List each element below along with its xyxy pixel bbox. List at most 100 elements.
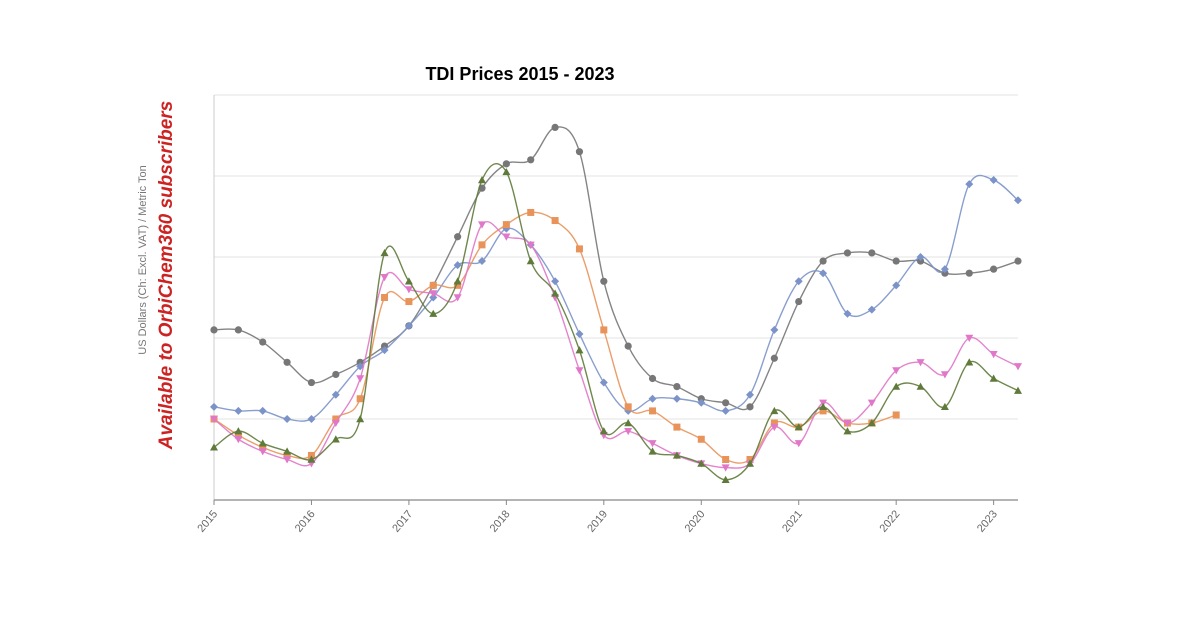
data-point — [794, 440, 803, 448]
data-point — [697, 395, 705, 403]
data-point — [867, 419, 876, 427]
data-point — [1014, 196, 1022, 205]
data-point — [356, 415, 365, 423]
data-point — [940, 371, 949, 379]
data-point — [867, 399, 876, 407]
data-point — [575, 346, 584, 354]
data-point — [819, 402, 828, 411]
data-point — [575, 329, 584, 338]
data-point — [258, 406, 267, 415]
data-point — [234, 436, 243, 444]
data-point — [502, 221, 510, 229]
data-point — [648, 447, 657, 455]
x-tick-label: 2016 — [293, 508, 318, 534]
data-point — [794, 277, 803, 286]
series-line — [213, 126, 1019, 411]
data-point — [794, 423, 803, 431]
data-point — [331, 435, 340, 443]
data-point — [673, 423, 681, 431]
data-point — [331, 419, 340, 428]
data-point — [404, 277, 413, 285]
data-point — [551, 289, 560, 297]
data-point — [478, 241, 486, 249]
data-point — [916, 257, 925, 265]
data-point — [892, 382, 901, 390]
x-tick-label: 2023 — [975, 508, 1000, 534]
series-line — [213, 163, 1019, 481]
data-point — [722, 399, 730, 407]
data-point — [672, 451, 681, 459]
data-point — [210, 415, 218, 423]
data-point — [283, 456, 292, 464]
chart-title: TDI Prices 2015 - 2023 — [425, 64, 614, 84]
data-point — [551, 123, 559, 131]
data-point — [575, 148, 584, 156]
data-point — [843, 427, 852, 435]
data-point — [283, 358, 291, 366]
data-point — [648, 374, 657, 383]
series-line — [213, 221, 1019, 469]
data-point — [892, 411, 900, 419]
data-point — [624, 427, 633, 436]
data-point — [990, 265, 998, 273]
x-axis-ticks: 2015 2016 2017 2018 2019 2020 2021 2022 2023 — [195, 500, 1000, 535]
data-point — [453, 277, 462, 285]
data-point — [526, 241, 535, 249]
data-point — [648, 394, 657, 403]
series-4 — [210, 221, 1022, 472]
data-point — [380, 248, 389, 257]
data-point — [259, 443, 267, 451]
data-point — [916, 253, 925, 261]
series-5 — [210, 163, 1022, 483]
data-point — [234, 431, 242, 439]
data-point — [1014, 363, 1022, 371]
data-point — [527, 208, 535, 216]
data-point — [429, 281, 437, 289]
data-point — [283, 415, 292, 423]
x-tick-label: 2017 — [390, 508, 415, 534]
data-point — [356, 395, 364, 403]
data-point — [502, 233, 511, 241]
data-point — [819, 407, 827, 415]
data-point — [210, 443, 218, 451]
data-point — [356, 362, 365, 371]
data-point — [770, 325, 779, 334]
data-point — [819, 269, 828, 278]
data-point — [478, 176, 486, 184]
data-point — [965, 358, 974, 366]
data-point — [672, 394, 681, 403]
data-point — [770, 354, 778, 362]
series-3 — [210, 208, 900, 464]
data-point — [575, 367, 584, 375]
axes — [213, 95, 1018, 501]
data-point — [454, 233, 462, 241]
data-point — [404, 286, 413, 294]
y-axis-label: US Dollars (Ch: Excl. VAT) / Metric Ton — [137, 165, 149, 354]
data-point — [478, 221, 486, 229]
data-point — [307, 378, 316, 387]
data-point — [843, 249, 852, 257]
data-point — [527, 156, 535, 164]
data-point — [258, 448, 267, 456]
data-point — [624, 342, 632, 350]
data-point — [381, 294, 389, 301]
data-point — [795, 297, 803, 306]
data-point — [234, 427, 243, 435]
data-point — [502, 160, 510, 168]
data-point — [965, 334, 974, 342]
data-point — [526, 257, 535, 265]
data-point — [892, 367, 901, 375]
data-point — [722, 456, 730, 463]
data-point — [453, 294, 462, 302]
data-point — [210, 402, 218, 411]
data-point — [1014, 257, 1022, 265]
series-1 — [210, 123, 1022, 411]
data-point — [721, 406, 730, 415]
x-tick-label: 2018 — [488, 508, 513, 534]
data-point — [843, 309, 852, 318]
data-point — [429, 309, 438, 317]
data-point — [746, 459, 754, 467]
data-point — [307, 415, 316, 423]
data-point — [331, 390, 340, 399]
data-point — [819, 257, 827, 265]
